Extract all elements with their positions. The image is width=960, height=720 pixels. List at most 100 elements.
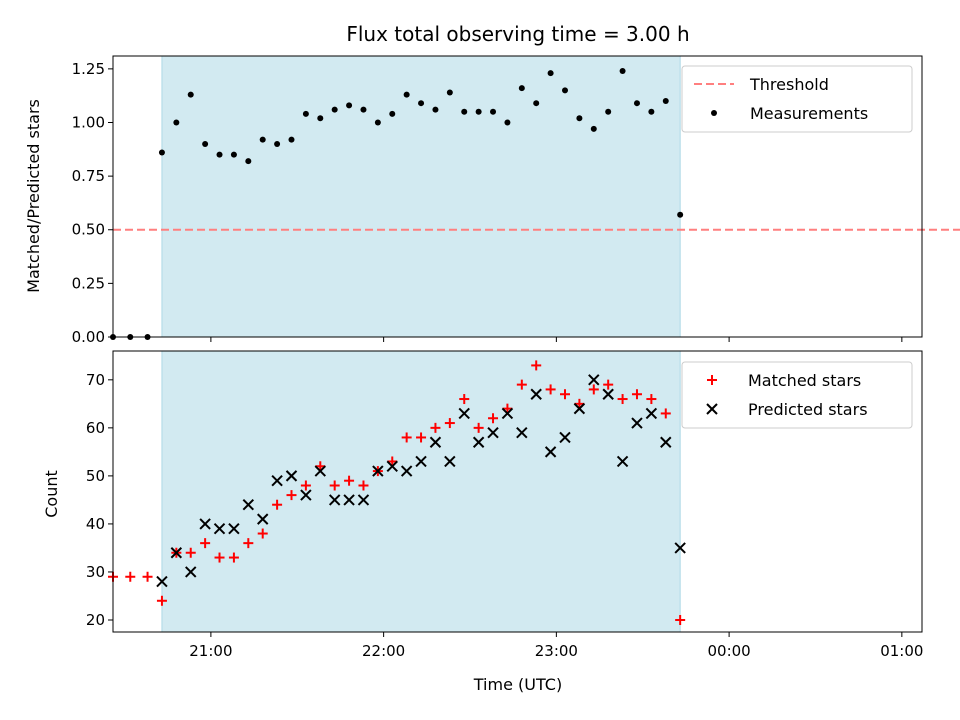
x-tick-label: 23:00 — [535, 642, 578, 660]
measurement-point — [562, 87, 569, 94]
measurement-point — [216, 151, 223, 158]
predicted-star-point — [156, 575, 168, 588]
x-marker-b — [530, 388, 542, 400]
x-axis-label: Time (UTC) — [473, 675, 562, 694]
predicted-star-point — [372, 465, 384, 477]
x-marker-b — [285, 470, 298, 482]
measurement-point — [648, 108, 655, 115]
matched-star-point — [617, 394, 628, 405]
bottom-y-tick-label: 50 — [86, 467, 105, 485]
predicted-star-point — [185, 566, 197, 578]
x-marker-b — [616, 455, 629, 468]
predicted-star-point — [199, 518, 211, 530]
measurement-point — [389, 110, 396, 117]
x-marker-b — [573, 402, 586, 415]
predicted-star-point — [415, 455, 427, 468]
measurement-point — [346, 102, 353, 109]
matched-star-point — [473, 422, 484, 433]
legend-threshold-label: Threshold — [749, 75, 829, 94]
predicted-star-point — [530, 388, 542, 400]
top-y-tick-label: 0.75 — [72, 167, 105, 185]
measurement-point — [547, 70, 554, 77]
matched-star-point — [444, 418, 455, 429]
bottom-series — [108, 360, 686, 625]
x-marker-b — [185, 566, 197, 578]
predicted-star-point — [213, 523, 226, 535]
predicted-star-point — [674, 542, 686, 554]
matched-star-point — [125, 571, 136, 582]
matched-star-point — [214, 552, 225, 563]
matched-star-point — [502, 403, 513, 414]
measurement-point — [331, 106, 338, 113]
x-marker-b — [199, 518, 211, 530]
predicted-star-point — [544, 446, 557, 458]
measurement-point — [605, 108, 612, 115]
predicted-star-point — [573, 402, 586, 415]
predicted-star-point — [501, 407, 514, 420]
x-marker-b — [357, 494, 370, 506]
bottom-y-tick-label: 40 — [86, 515, 105, 533]
matched-star-point — [574, 398, 585, 409]
matched-star-point — [560, 389, 571, 400]
measurement-point — [677, 211, 684, 218]
predicted-star-point — [645, 407, 658, 420]
measurement-point — [259, 136, 266, 143]
matched-star-point — [200, 538, 211, 549]
predicted-star-point — [386, 460, 398, 472]
x-marker-b — [588, 374, 600, 386]
measurement-point — [662, 98, 669, 105]
legend-measurements-swatch — [711, 110, 717, 116]
matched-star-point — [603, 379, 614, 390]
matched-star-point — [286, 490, 297, 501]
measurement-point — [518, 85, 525, 92]
predicted-star-point — [631, 417, 643, 429]
predicted-star-point — [660, 436, 672, 448]
bottom-y-tick-label: 20 — [86, 611, 105, 629]
x-marker-b — [501, 407, 514, 420]
legend-frame — [681, 361, 913, 429]
x-marker-b — [400, 465, 413, 477]
top-axes-frame — [112, 55, 923, 338]
top-legend: Threshold Measurements — [681, 65, 913, 133]
x-marker-b — [257, 513, 269, 525]
measurements-series — [110, 68, 684, 340]
predicted-star-point — [228, 523, 240, 535]
top-shaded-interval — [161, 55, 681, 338]
x-marker-b — [343, 494, 355, 506]
matched-star-point — [660, 408, 671, 419]
x-marker-b — [602, 388, 614, 400]
legend-measurements-label: Measurements — [750, 104, 868, 123]
measurement-point — [230, 151, 237, 158]
measurement-point — [158, 149, 165, 156]
measurement-point — [576, 115, 583, 122]
x-marker-b — [372, 465, 384, 477]
matched-star-point — [358, 480, 369, 491]
matched-star-point — [516, 379, 527, 390]
x-tick-label: 01:00 — [880, 642, 923, 660]
matched-star-point — [401, 432, 412, 443]
predicted-star-point — [444, 455, 456, 468]
matched-star-point — [185, 547, 196, 558]
measurement-point — [187, 91, 194, 98]
x-marker-b — [300, 489, 312, 501]
matched-star-point — [315, 461, 326, 472]
predicted-star-point — [400, 465, 413, 477]
x-marker-b — [213, 523, 226, 535]
measurement-point — [403, 91, 410, 98]
legend-predicted-swatch — [706, 403, 718, 415]
matched-star-point — [488, 413, 499, 424]
matched-star-point — [257, 528, 268, 539]
matched-star-point — [142, 571, 153, 582]
x-marker-b — [516, 426, 528, 439]
bottom-y-tick-label: 60 — [86, 419, 105, 437]
matched-star-point — [430, 422, 441, 433]
measurement-point — [173, 119, 180, 126]
legend-predicted-label: Predicted stars — [748, 400, 868, 419]
predicted-star-point — [271, 474, 283, 487]
measurement-point — [446, 89, 453, 96]
bottom-legend: Matched stars Predicted stars — [681, 361, 913, 429]
x-marker-b — [674, 542, 686, 554]
legend-frame — [681, 65, 913, 133]
